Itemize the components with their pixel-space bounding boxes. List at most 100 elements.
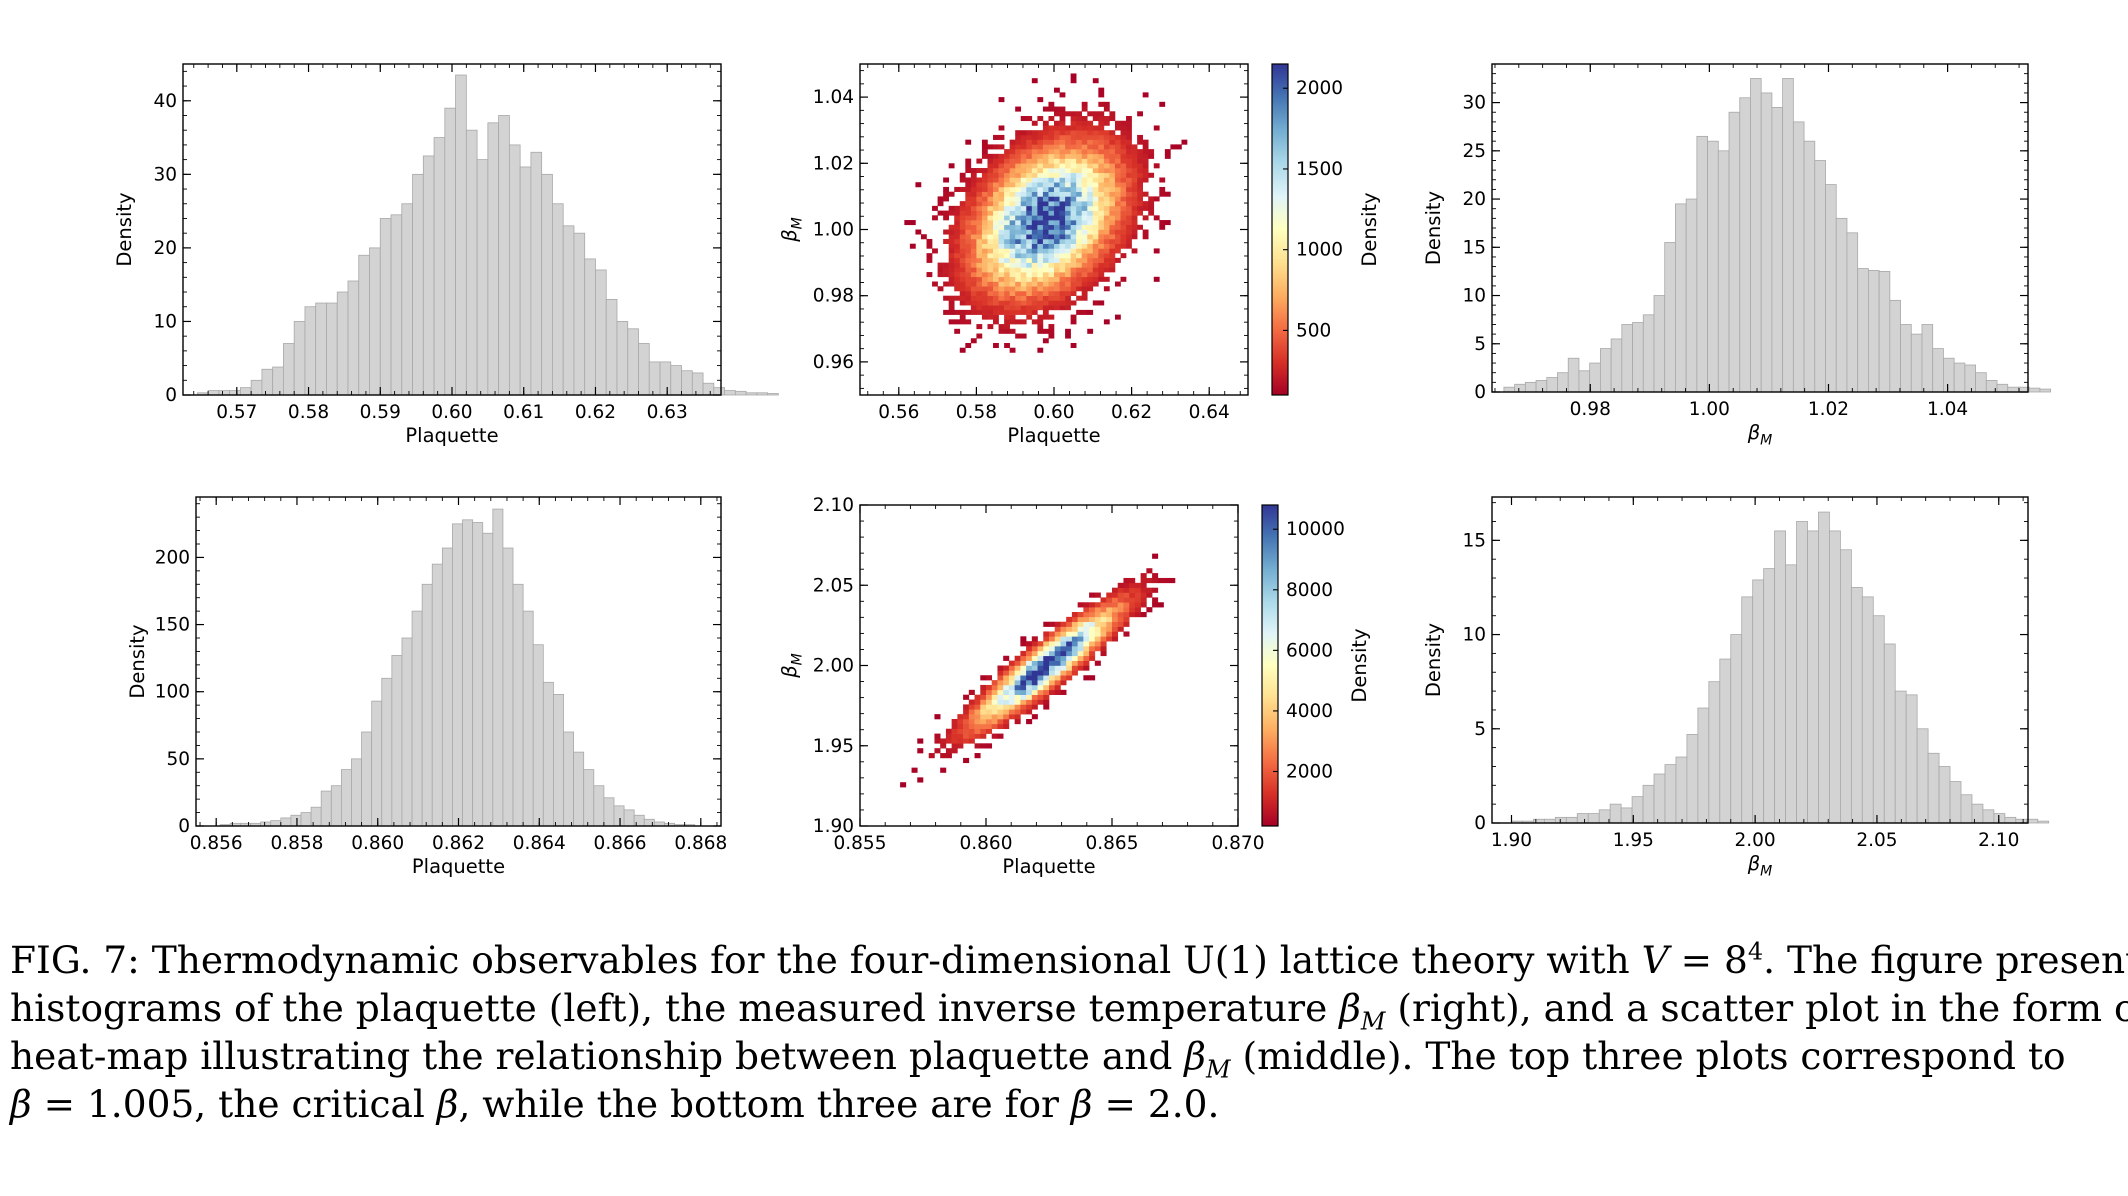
histogram-bar bbox=[1503, 386, 1516, 393]
histogram-bar bbox=[1686, 734, 1699, 824]
heatmap-cell bbox=[986, 689, 993, 695]
histogram-bar bbox=[381, 677, 393, 827]
colorbar-label: Density bbox=[1358, 192, 1381, 266]
heatmap-cell bbox=[1004, 182, 1010, 188]
histogram-bar bbox=[1949, 781, 1962, 824]
heatmap-cell bbox=[1059, 234, 1066, 240]
heatmap-cell bbox=[1059, 276, 1066, 282]
heatmap-cell bbox=[1070, 134, 1077, 140]
heatmap-cell bbox=[1048, 215, 1055, 221]
heatmap-cell bbox=[1103, 220, 1110, 226]
histogram-bar bbox=[498, 115, 510, 396]
heatmap-cell bbox=[976, 295, 983, 301]
heatmap-cell bbox=[1042, 314, 1049, 320]
heatmap-cell bbox=[1042, 286, 1049, 292]
heatmap-cell bbox=[1089, 626, 1096, 632]
heatmap-cell bbox=[997, 675, 1004, 681]
heatmap-cell bbox=[1076, 215, 1083, 221]
heatmap-cell bbox=[1004, 163, 1010, 169]
heatmap-cell bbox=[1048, 262, 1055, 268]
heatmap-cell bbox=[1134, 582, 1141, 588]
heatmap-cell bbox=[1066, 616, 1073, 623]
heatmap-cell bbox=[957, 719, 964, 725]
heatmap-cell bbox=[1092, 125, 1099, 131]
heatmap-cell bbox=[1037, 149, 1044, 155]
heatmap-cell bbox=[987, 309, 994, 315]
colorbar-tick-label: 10000 bbox=[1286, 519, 1345, 540]
heatmap-cell bbox=[1083, 626, 1090, 632]
heatmap-cell bbox=[970, 201, 977, 207]
heatmap-cell bbox=[1087, 262, 1094, 268]
heatmap-cell bbox=[1100, 650, 1107, 657]
heatmap-cell bbox=[1004, 286, 1010, 292]
heatmap-cell bbox=[1054, 149, 1060, 155]
histogram-bar bbox=[1782, 78, 1794, 393]
heatmap-cell bbox=[1009, 276, 1016, 282]
heatmap-cell bbox=[959, 257, 966, 263]
heatmap-cell bbox=[1026, 144, 1033, 150]
heatmap-cell bbox=[1137, 224, 1143, 230]
heatmap-cell bbox=[1065, 290, 1071, 296]
heatmap-cell bbox=[1042, 158, 1049, 164]
heatmap-cell bbox=[1054, 248, 1060, 254]
heatmap-cell bbox=[991, 733, 998, 739]
heatmap-cell bbox=[937, 262, 944, 268]
heatmap-cell bbox=[1004, 210, 1010, 216]
heatmap-cell bbox=[1092, 243, 1099, 249]
heatmap-cell bbox=[1163, 577, 1170, 584]
heatmap-cell bbox=[957, 738, 964, 744]
heatmap-cell bbox=[1098, 163, 1105, 169]
y-tick-label: 25 bbox=[1462, 141, 1486, 162]
heatmap-cell bbox=[1169, 577, 1176, 584]
heatmap-cell bbox=[965, 295, 972, 301]
heatmap-cell bbox=[1103, 276, 1110, 282]
heatmap-cell bbox=[945, 738, 952, 744]
heatmap-cell bbox=[1015, 201, 1022, 207]
heatmap-cell bbox=[1031, 229, 1038, 235]
heatmap-cell bbox=[965, 220, 972, 226]
heatmap-cell bbox=[1020, 243, 1027, 249]
heatmap-cell bbox=[1054, 281, 1060, 287]
heatmap-cell bbox=[976, 168, 983, 174]
x-tick-label: 0.98 bbox=[1570, 399, 1611, 420]
heatmap-cell bbox=[998, 257, 1005, 263]
heatmap-cell bbox=[1109, 158, 1116, 164]
figure-caption: FIG. 7: Thermodynamic observables for th… bbox=[10, 936, 2128, 1128]
caption-line-1: FIG. 7: Thermodynamic observables for th… bbox=[10, 937, 2128, 982]
x-tick-label: 0.56 bbox=[878, 402, 919, 423]
heatmap-cell bbox=[981, 300, 988, 306]
heatmap-cell bbox=[1137, 186, 1143, 192]
heatmap-cell bbox=[1048, 134, 1055, 140]
heatmap-cell bbox=[959, 243, 966, 249]
heatmap-cell bbox=[1100, 602, 1107, 608]
heatmap-cell bbox=[1087, 182, 1094, 188]
heatmap-cell bbox=[981, 281, 988, 287]
heatmap-cell bbox=[974, 728, 981, 734]
heatmap-cell bbox=[1065, 262, 1071, 268]
heatmap-cell bbox=[1094, 636, 1101, 642]
heatmap-cell bbox=[1087, 272, 1094, 278]
heatmap-cell bbox=[1087, 309, 1094, 315]
histogram-bar bbox=[522, 610, 534, 827]
axes-frame bbox=[1491, 496, 2029, 824]
heatmap-cell bbox=[1015, 205, 1022, 211]
heatmap-cell bbox=[1070, 215, 1077, 221]
heatmap-cell bbox=[1037, 281, 1044, 287]
heatmap-cell bbox=[993, 172, 999, 178]
heatmap-cell bbox=[1131, 168, 1138, 174]
heatmap-cell bbox=[1020, 130, 1027, 136]
heatmap-cell bbox=[1042, 205, 1049, 211]
figure: 0.57 0.58 0.59 0.60 0.61 0.62 0.63010203040Pla… bbox=[113, 63, 2052, 879]
heatmap-cell bbox=[1152, 597, 1159, 603]
heatmap-cell bbox=[1126, 220, 1132, 226]
heatmap-cell bbox=[1081, 262, 1088, 268]
heatmap-cell bbox=[1031, 694, 1038, 700]
heatmap-cell bbox=[1054, 177, 1060, 183]
heatmap-cell bbox=[1059, 191, 1066, 197]
heatmap-cell bbox=[1087, 224, 1094, 230]
heatmap-cell bbox=[932, 248, 938, 254]
heatmap-cell bbox=[1026, 116, 1033, 122]
heatmap-cell bbox=[1137, 196, 1143, 202]
heatmap-cell bbox=[976, 276, 983, 282]
heatmap-cell bbox=[940, 743, 947, 749]
